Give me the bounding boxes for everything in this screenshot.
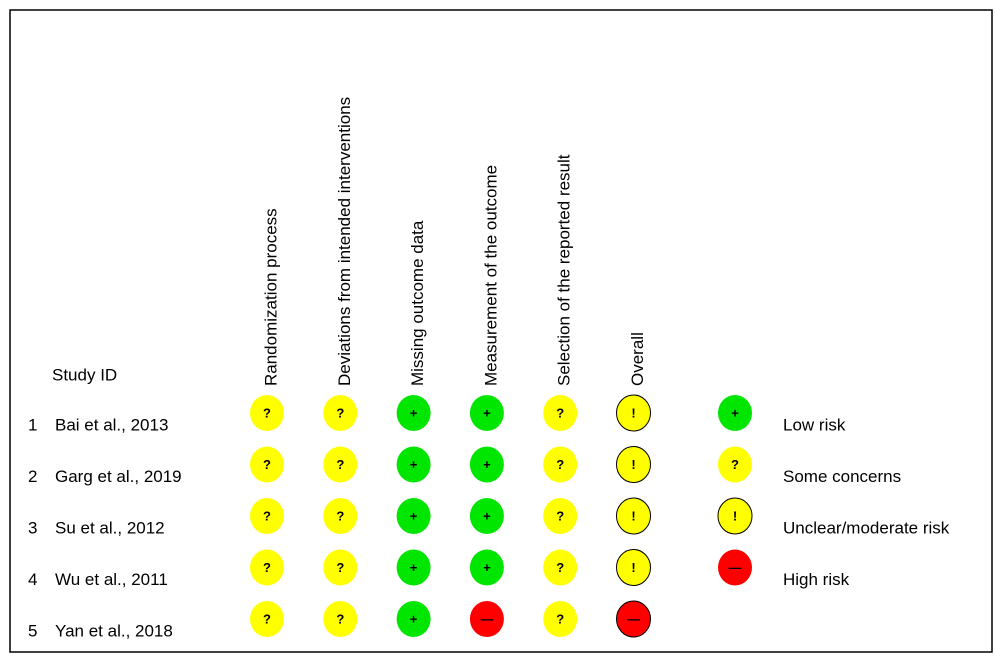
judgment-symbol: + [410, 611, 418, 626]
study-name: Yan et al., 2018 [55, 621, 173, 640]
judgment [616, 497, 651, 535]
legend-marker [718, 395, 752, 431]
judgment-symbol: + [410, 508, 418, 523]
column-header: Overall [628, 332, 647, 386]
judgment [396, 498, 431, 534]
study-name: Wu et al., 2011 [55, 570, 168, 589]
study-name: Su et al., 2012 [55, 518, 165, 537]
judgment [616, 394, 651, 432]
judgment-symbol: ? [336, 611, 344, 626]
judgment [469, 498, 504, 534]
judgment [396, 446, 431, 483]
judgment [543, 498, 578, 534]
judgment-symbol: ? [556, 560, 564, 575]
column-header: Selection of the reported result [555, 154, 574, 386]
judgment-symbol: ! [631, 508, 635, 523]
judgment [616, 600, 651, 638]
study-name: Garg et al., 2019 [55, 467, 182, 486]
legend-label: Low risk [783, 415, 846, 434]
judgment [323, 395, 358, 431]
legend-marker-symbol: ! [733, 508, 737, 523]
judgment-symbol: + [483, 457, 491, 472]
judgment [469, 601, 504, 637]
row-number: 1 [28, 415, 37, 434]
judgment [323, 446, 358, 483]
column-header: Measurement of the outcome [481, 165, 500, 386]
judgment-symbol: + [410, 457, 418, 472]
judgment-symbol: + [410, 560, 418, 575]
judgment-symbol: ! [631, 405, 635, 420]
column-header: Deviations from intended interventions [335, 97, 354, 386]
judgment [250, 601, 284, 637]
study-name: Bai et al., 2013 [55, 415, 168, 434]
judgment [616, 446, 651, 483]
judgment [469, 446, 504, 483]
judgment-symbol: ? [336, 405, 344, 420]
judgment-symbol: ? [263, 405, 271, 420]
legend-marker [717, 497, 753, 535]
legend-label: Unclear/moderate risk [783, 518, 950, 537]
judgment [250, 446, 284, 483]
legend-marker-symbol: + [731, 405, 739, 420]
judgment [543, 601, 578, 637]
judgment [323, 601, 358, 637]
legend-marker-symbol: — [729, 560, 742, 575]
judgment [396, 601, 431, 637]
judgment-symbol: — [627, 611, 640, 626]
column-header: Randomization process [261, 208, 280, 386]
judgment [469, 549, 504, 586]
judgment-symbol: ! [631, 560, 635, 575]
judgment-symbol: + [483, 560, 491, 575]
legend-marker [718, 446, 752, 483]
judgment [323, 549, 358, 586]
judgment-symbol: ? [556, 508, 564, 523]
row-number: 3 [28, 518, 37, 537]
judgment-symbol: + [410, 405, 418, 420]
judgment [250, 498, 284, 534]
judgment [396, 549, 431, 586]
judgment-symbol: ! [631, 457, 635, 472]
judgment [543, 395, 578, 431]
judgment-symbol: ? [263, 560, 271, 575]
column-header: Missing outcome data [408, 220, 427, 386]
judgment-symbol: ? [263, 611, 271, 626]
judgment-symbol: ? [336, 560, 344, 575]
judgment [323, 498, 358, 534]
judgment-symbol: ? [263, 508, 271, 523]
judgment-symbol: — [480, 611, 493, 626]
judgment-symbol: + [483, 405, 491, 420]
study-id-header: Study ID [52, 365, 117, 384]
legend-label: Some concerns [783, 467, 901, 486]
judgment-symbol: ? [556, 457, 564, 472]
legend-label: High risk [783, 570, 850, 589]
judgment [250, 549, 284, 586]
legend-marker-symbol: ? [731, 457, 739, 472]
judgment-symbol: ? [336, 457, 344, 472]
judgment-symbol: ? [556, 405, 564, 420]
frame [9, 9, 993, 653]
row-number: 2 [28, 467, 37, 486]
judgment-symbol: ? [336, 508, 344, 523]
judgment [543, 446, 578, 483]
judgment-symbol: + [483, 508, 491, 523]
judgment [469, 395, 504, 431]
legend-marker [718, 549, 752, 586]
judgment [250, 395, 284, 431]
judgment [543, 549, 578, 586]
judgment [396, 395, 431, 431]
row-number: 5 [28, 621, 37, 640]
judgment-symbol: ? [556, 611, 564, 626]
judgment-symbol: ? [263, 457, 271, 472]
judgment [616, 549, 651, 586]
row-number: 4 [28, 570, 37, 589]
